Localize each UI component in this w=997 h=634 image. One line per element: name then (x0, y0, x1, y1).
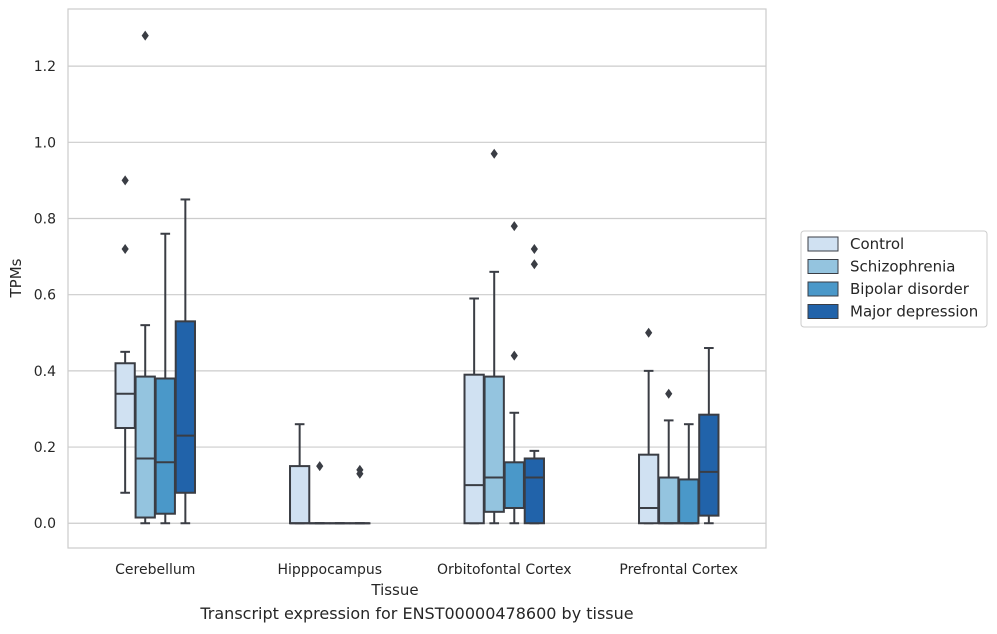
legend-swatch (807, 281, 839, 297)
x-tick-labels: Cerebellum Hipppocampus Orbitofontal Corte… (115, 562, 738, 578)
x-tick-label: Hipppocampus (277, 562, 382, 578)
box-iqr (463, 373, 485, 525)
outlier-point (510, 350, 518, 361)
legend: Control Schizophrenia Bipolar disorder Majo… (800, 230, 988, 328)
y-tick-label: 0.0 (34, 516, 56, 532)
legend-label: Bipolar disorder (850, 280, 970, 298)
box-iqr (174, 320, 196, 494)
outlier-point (121, 175, 129, 186)
box-iqr (154, 377, 176, 515)
legend-label: Control (850, 235, 904, 253)
box-control (289, 423, 311, 525)
legend-swatch (807, 259, 839, 274)
box-iqr (289, 465, 311, 525)
outlier-point (141, 30, 149, 41)
box-schizophrenia (658, 388, 680, 525)
outlier-point (530, 243, 538, 254)
box-iqr (658, 476, 680, 525)
y-tick-label: 1.0 (34, 135, 56, 151)
figure-caption: Transcript expression for ENST0000047860… (200, 604, 634, 623)
box-schizophrenia (309, 461, 331, 525)
box-schizophrenia (483, 148, 505, 525)
box-iqr (698, 413, 720, 517)
box-control (638, 327, 660, 525)
box-major-depression (523, 243, 545, 525)
box-major-depression (349, 464, 371, 525)
y-tick-labels: 0.0 0.2 0.4 0.6 0.8 1.0 1.2 (34, 59, 56, 532)
outlier-point (356, 464, 364, 475)
x-tick-label: Cerebellum (115, 562, 195, 578)
box-iqr (503, 461, 525, 510)
box-iqr (523, 457, 545, 525)
outlier-point (530, 259, 538, 270)
box-groups (114, 30, 720, 525)
box-bipolar-disorder (154, 232, 176, 525)
outlier-point (121, 243, 129, 254)
outlier-point (665, 388, 673, 399)
legend-swatch (807, 304, 839, 319)
box-major-depression (174, 198, 196, 525)
y-tick-label: 0.6 (34, 288, 56, 304)
y-axis-label: TPMs (7, 258, 25, 298)
y-tick-label: 0.4 (34, 364, 56, 380)
x-tick-label: Orbitofontal Cortex (437, 562, 572, 578)
outlier-point (490, 148, 498, 159)
y-tick-label: 1.2 (34, 59, 56, 75)
outlier-point (645, 327, 653, 338)
box-major-depression (698, 347, 720, 525)
outlier-point (316, 461, 324, 472)
y-tick-label: 0.2 (34, 440, 56, 456)
box-iqr (134, 375, 156, 519)
box-iqr (638, 453, 660, 525)
box-schizophrenia (134, 30, 156, 525)
legend-label: Schizophrenia (850, 258, 955, 276)
box-iqr (114, 362, 136, 430)
y-tick-label: 0.8 (34, 212, 56, 228)
legend-frame (800, 230, 988, 328)
legend-swatch (807, 236, 839, 252)
outlier-point (510, 221, 518, 232)
legend-label: Major depression (850, 303, 978, 321)
box-iqr (483, 375, 505, 513)
x-axis-label: Tissue (370, 581, 418, 599)
box-iqr (678, 478, 700, 525)
x-tick-label: Prefrontal Cortex (619, 562, 738, 578)
